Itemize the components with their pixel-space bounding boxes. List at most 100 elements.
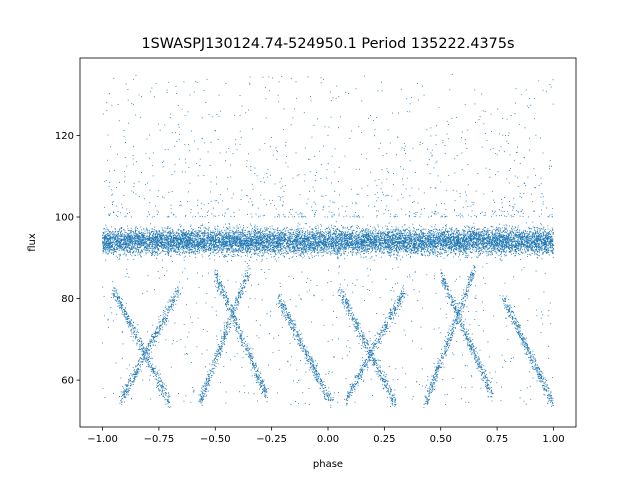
data-point: [259, 246, 261, 247]
data-point: [299, 228, 301, 230]
data-point: [464, 234, 466, 236]
data-point: [519, 235, 521, 237]
data-point: [296, 238, 298, 240]
data-point: [527, 250, 529, 251]
data-point: [457, 232, 458, 234]
data-point: [347, 240, 348, 242]
data-point: [184, 241, 186, 243]
data-point: [226, 256, 228, 257]
data-point: [393, 242, 395, 244]
data-point: [403, 242, 405, 244]
data-point: [412, 230, 414, 232]
data-point: [503, 230, 505, 232]
data-point: [195, 248, 197, 250]
data-point: [192, 240, 194, 242]
data-point: [450, 230, 452, 232]
data-point: [289, 232, 291, 234]
data-point: [206, 241, 208, 243]
data-point: [189, 236, 191, 238]
data-point: [486, 255, 488, 257]
data-point: [400, 232, 402, 234]
data-point: [460, 249, 462, 251]
data-point: [478, 236, 480, 238]
data-point: [201, 243, 203, 245]
data-point: [366, 242, 368, 244]
data-point: [189, 247, 191, 249]
data-point: [513, 238, 515, 240]
data-point: [332, 246, 334, 248]
data-point: [178, 233, 180, 235]
data-point: [336, 257, 338, 259]
data-point: [491, 249, 492, 251]
data-point: [380, 232, 382, 234]
data-point: [270, 232, 272, 234]
data-point: [280, 244, 282, 246]
data-point: [503, 234, 505, 236]
data-point: [265, 249, 266, 250]
data-point: [500, 236, 502, 238]
data-point: [153, 235, 155, 237]
data-point: [408, 235, 409, 237]
data-point: [254, 232, 255, 233]
data-point: [443, 244, 444, 246]
data-point: [449, 247, 450, 249]
data-point: [427, 250, 429, 251]
data-point: [245, 238, 247, 240]
data-point: [253, 245, 255, 247]
data-point: [243, 246, 245, 247]
data-point: [178, 247, 180, 248]
data-point: [482, 236, 483, 238]
data-point: [264, 247, 266, 249]
data-point: [267, 246, 269, 248]
data-point: [146, 248, 148, 250]
data-point: [293, 234, 295, 235]
data-point: [111, 242, 113, 244]
data-point: [420, 238, 422, 240]
data-point: [408, 227, 410, 229]
data-point: [168, 239, 170, 241]
data-point: [537, 237, 539, 239]
data-point: [422, 236, 424, 237]
data-point: [188, 241, 190, 243]
data-point: [316, 242, 318, 243]
data-point: [314, 241, 316, 243]
data-point: [348, 238, 350, 240]
data-point: [440, 232, 442, 234]
data-point: [243, 234, 245, 235]
data-point: [506, 237, 507, 239]
data-point: [285, 248, 287, 250]
data-point: [363, 234, 365, 236]
data-point: [451, 246, 453, 248]
data-point: [432, 254, 434, 256]
data-point: [202, 241, 204, 243]
data-point: [483, 240, 485, 241]
data-point: [330, 253, 332, 255]
data-point: [537, 226, 539, 228]
data-point: [308, 239, 310, 241]
data-point: [415, 238, 417, 240]
data-point: [291, 235, 293, 237]
data-point: [376, 233, 378, 234]
data-point: [384, 247, 386, 248]
data-point: [129, 238, 130, 240]
data-point: [209, 249, 211, 251]
data-point: [240, 243, 242, 245]
data-point: [201, 233, 203, 235]
data-point: [278, 243, 279, 245]
data-point: [430, 233, 432, 235]
data-point: [209, 243, 211, 245]
data-point: [475, 242, 477, 243]
data-point: [290, 240, 292, 242]
data-point: [307, 243, 309, 245]
data-point: [192, 242, 194, 244]
data-point: [343, 241, 345, 243]
data-point: [469, 240, 471, 242]
data-point: [347, 243, 349, 245]
data-point: [160, 236, 162, 238]
data-point: [261, 239, 263, 241]
data-point: [348, 244, 350, 246]
data-point: [536, 245, 538, 247]
data-point: [295, 237, 297, 239]
data-point: [370, 241, 372, 243]
data-point: [498, 250, 499, 252]
